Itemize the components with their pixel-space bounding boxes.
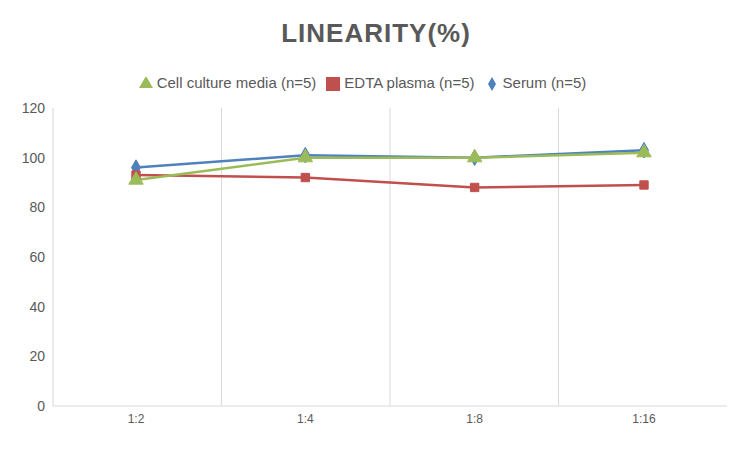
svg-text:20: 20 xyxy=(29,348,45,364)
svg-text:60: 60 xyxy=(29,249,45,265)
html-text:Cell culture media (n=5): Cell culture media (n=5) xyxy=(156,74,317,91)
svg-text:1:4: 1:4 xyxy=(297,412,314,426)
html-text:Serum (n=5): Serum (n=5) xyxy=(502,74,587,91)
svg-text:1:8: 1:8 xyxy=(466,412,483,426)
svg-text:80: 80 xyxy=(29,199,45,215)
svg-text:0: 0 xyxy=(37,398,45,414)
svg-text:100: 100 xyxy=(22,150,46,166)
svg-text:120: 120 xyxy=(22,100,46,116)
html-text:LINEARITY(%): LINEARITY(%) xyxy=(281,18,471,48)
svg-text:40: 40 xyxy=(29,299,45,315)
svg-text:1:2: 1:2 xyxy=(128,412,145,426)
html-text:EDTA plasma (n=5): EDTA plasma (n=5) xyxy=(344,74,475,91)
svg-text:1:16: 1:16 xyxy=(632,412,656,426)
